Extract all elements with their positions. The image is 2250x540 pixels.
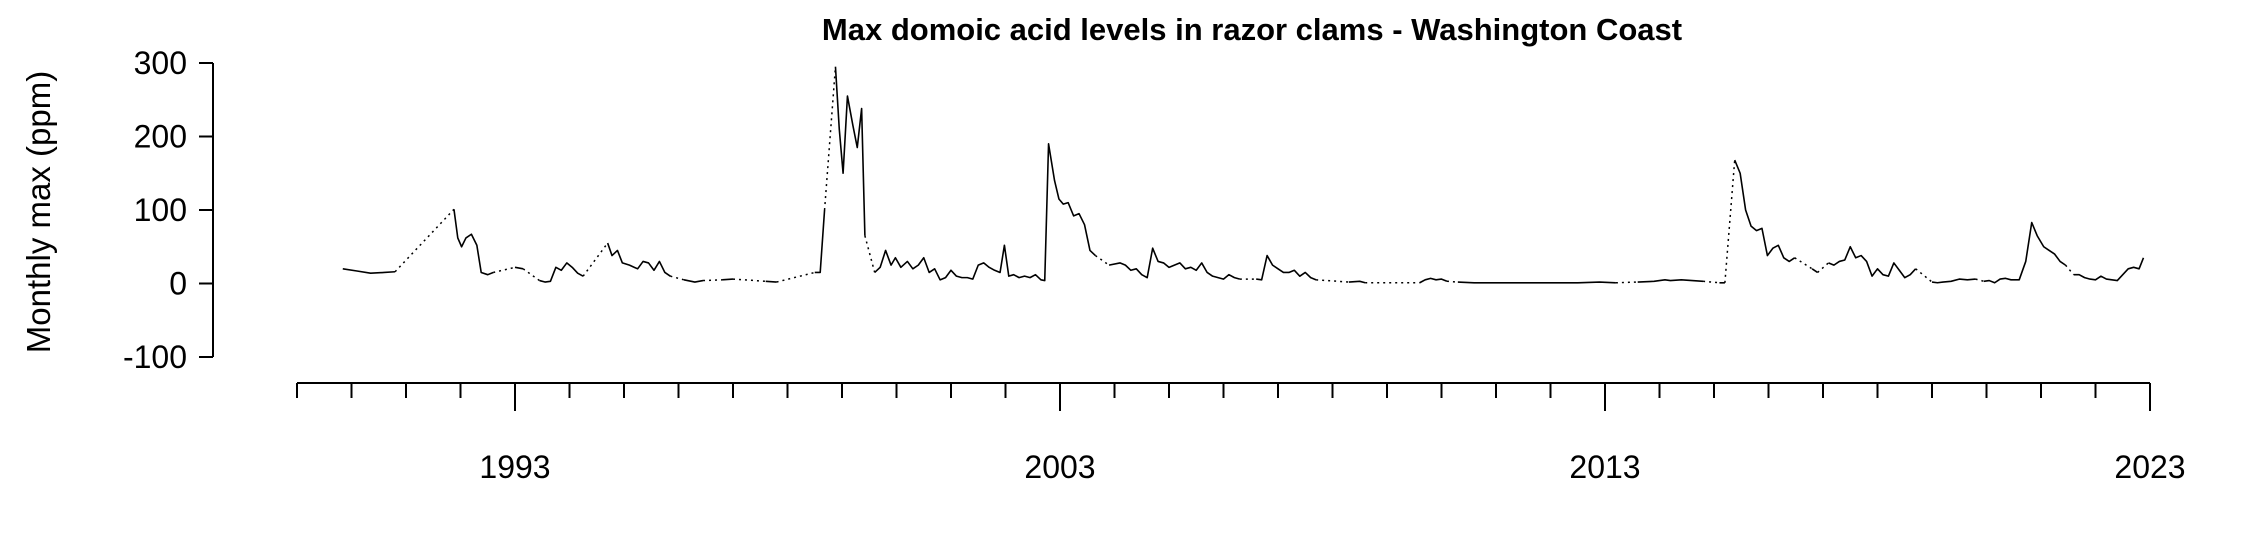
y-tick-label: 100 [134,192,187,228]
chart-title: Max domoic acid levels in razor clams - … [822,12,1682,47]
y-tick-label: -100 [123,339,187,375]
y-tick-label: 300 [134,45,187,81]
x-tick-label: 2003 [1024,449,1095,485]
data-line [342,66,2145,284]
y-axis-label: Monthly max (ppm) [20,71,57,353]
x-tick-label: 1993 [479,449,550,485]
x-tick-label: 2023 [2114,449,2185,485]
y-tick-label: 0 [169,266,187,302]
gap-connector [394,66,2075,284]
y-tick-label: 200 [134,119,187,155]
x-tick-label: 2013 [1569,449,1640,485]
